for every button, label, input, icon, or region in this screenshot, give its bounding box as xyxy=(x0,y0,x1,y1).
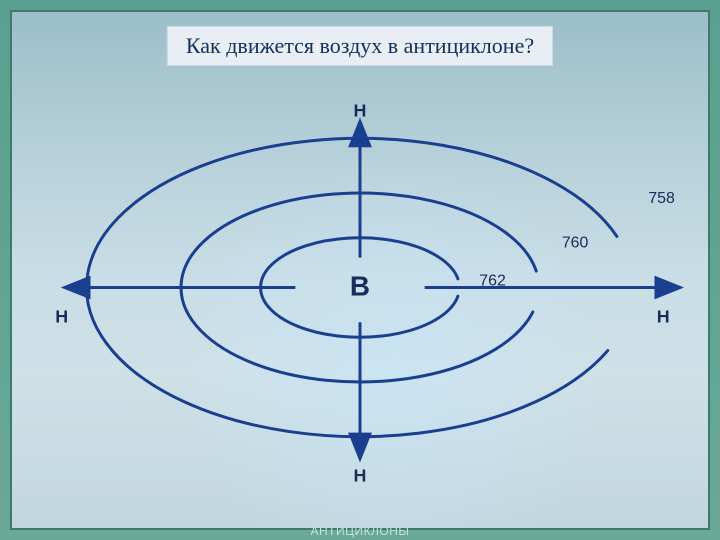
arrows-group xyxy=(67,123,678,456)
isobar-value-0: 762 xyxy=(479,273,506,290)
center-label: В xyxy=(350,270,370,301)
direction-label-right: Н xyxy=(657,306,670,326)
diagram-svg: В Н Н Н Н 762 760 758 xyxy=(12,67,708,508)
title-box: Как движется воздух в антициклоне? xyxy=(167,26,553,66)
footer-label: АНТИЦИКЛОНЫ xyxy=(310,524,409,538)
direction-label-left: Н xyxy=(55,306,68,326)
isobar-value-1: 760 xyxy=(562,235,589,252)
slide-inner: Как движется воздух в антициклоне? В Н Н Н Н… xyxy=(10,10,710,530)
footer-text: АНТИЦИКЛОНЫ xyxy=(310,524,409,538)
direction-label-top: Н xyxy=(354,100,367,120)
labels-group: В Н Н Н Н 762 760 758 xyxy=(55,100,675,485)
slide-frame: Как движется воздух в антициклоне? В Н Н Н Н… xyxy=(0,0,720,540)
anticyclone-diagram: В Н Н Н Н 762 760 758 xyxy=(12,67,708,508)
title-text: Как движется воздух в антициклоне? xyxy=(186,33,534,58)
isobar-value-2: 758 xyxy=(648,190,675,207)
direction-label-bottom: Н xyxy=(354,465,367,485)
